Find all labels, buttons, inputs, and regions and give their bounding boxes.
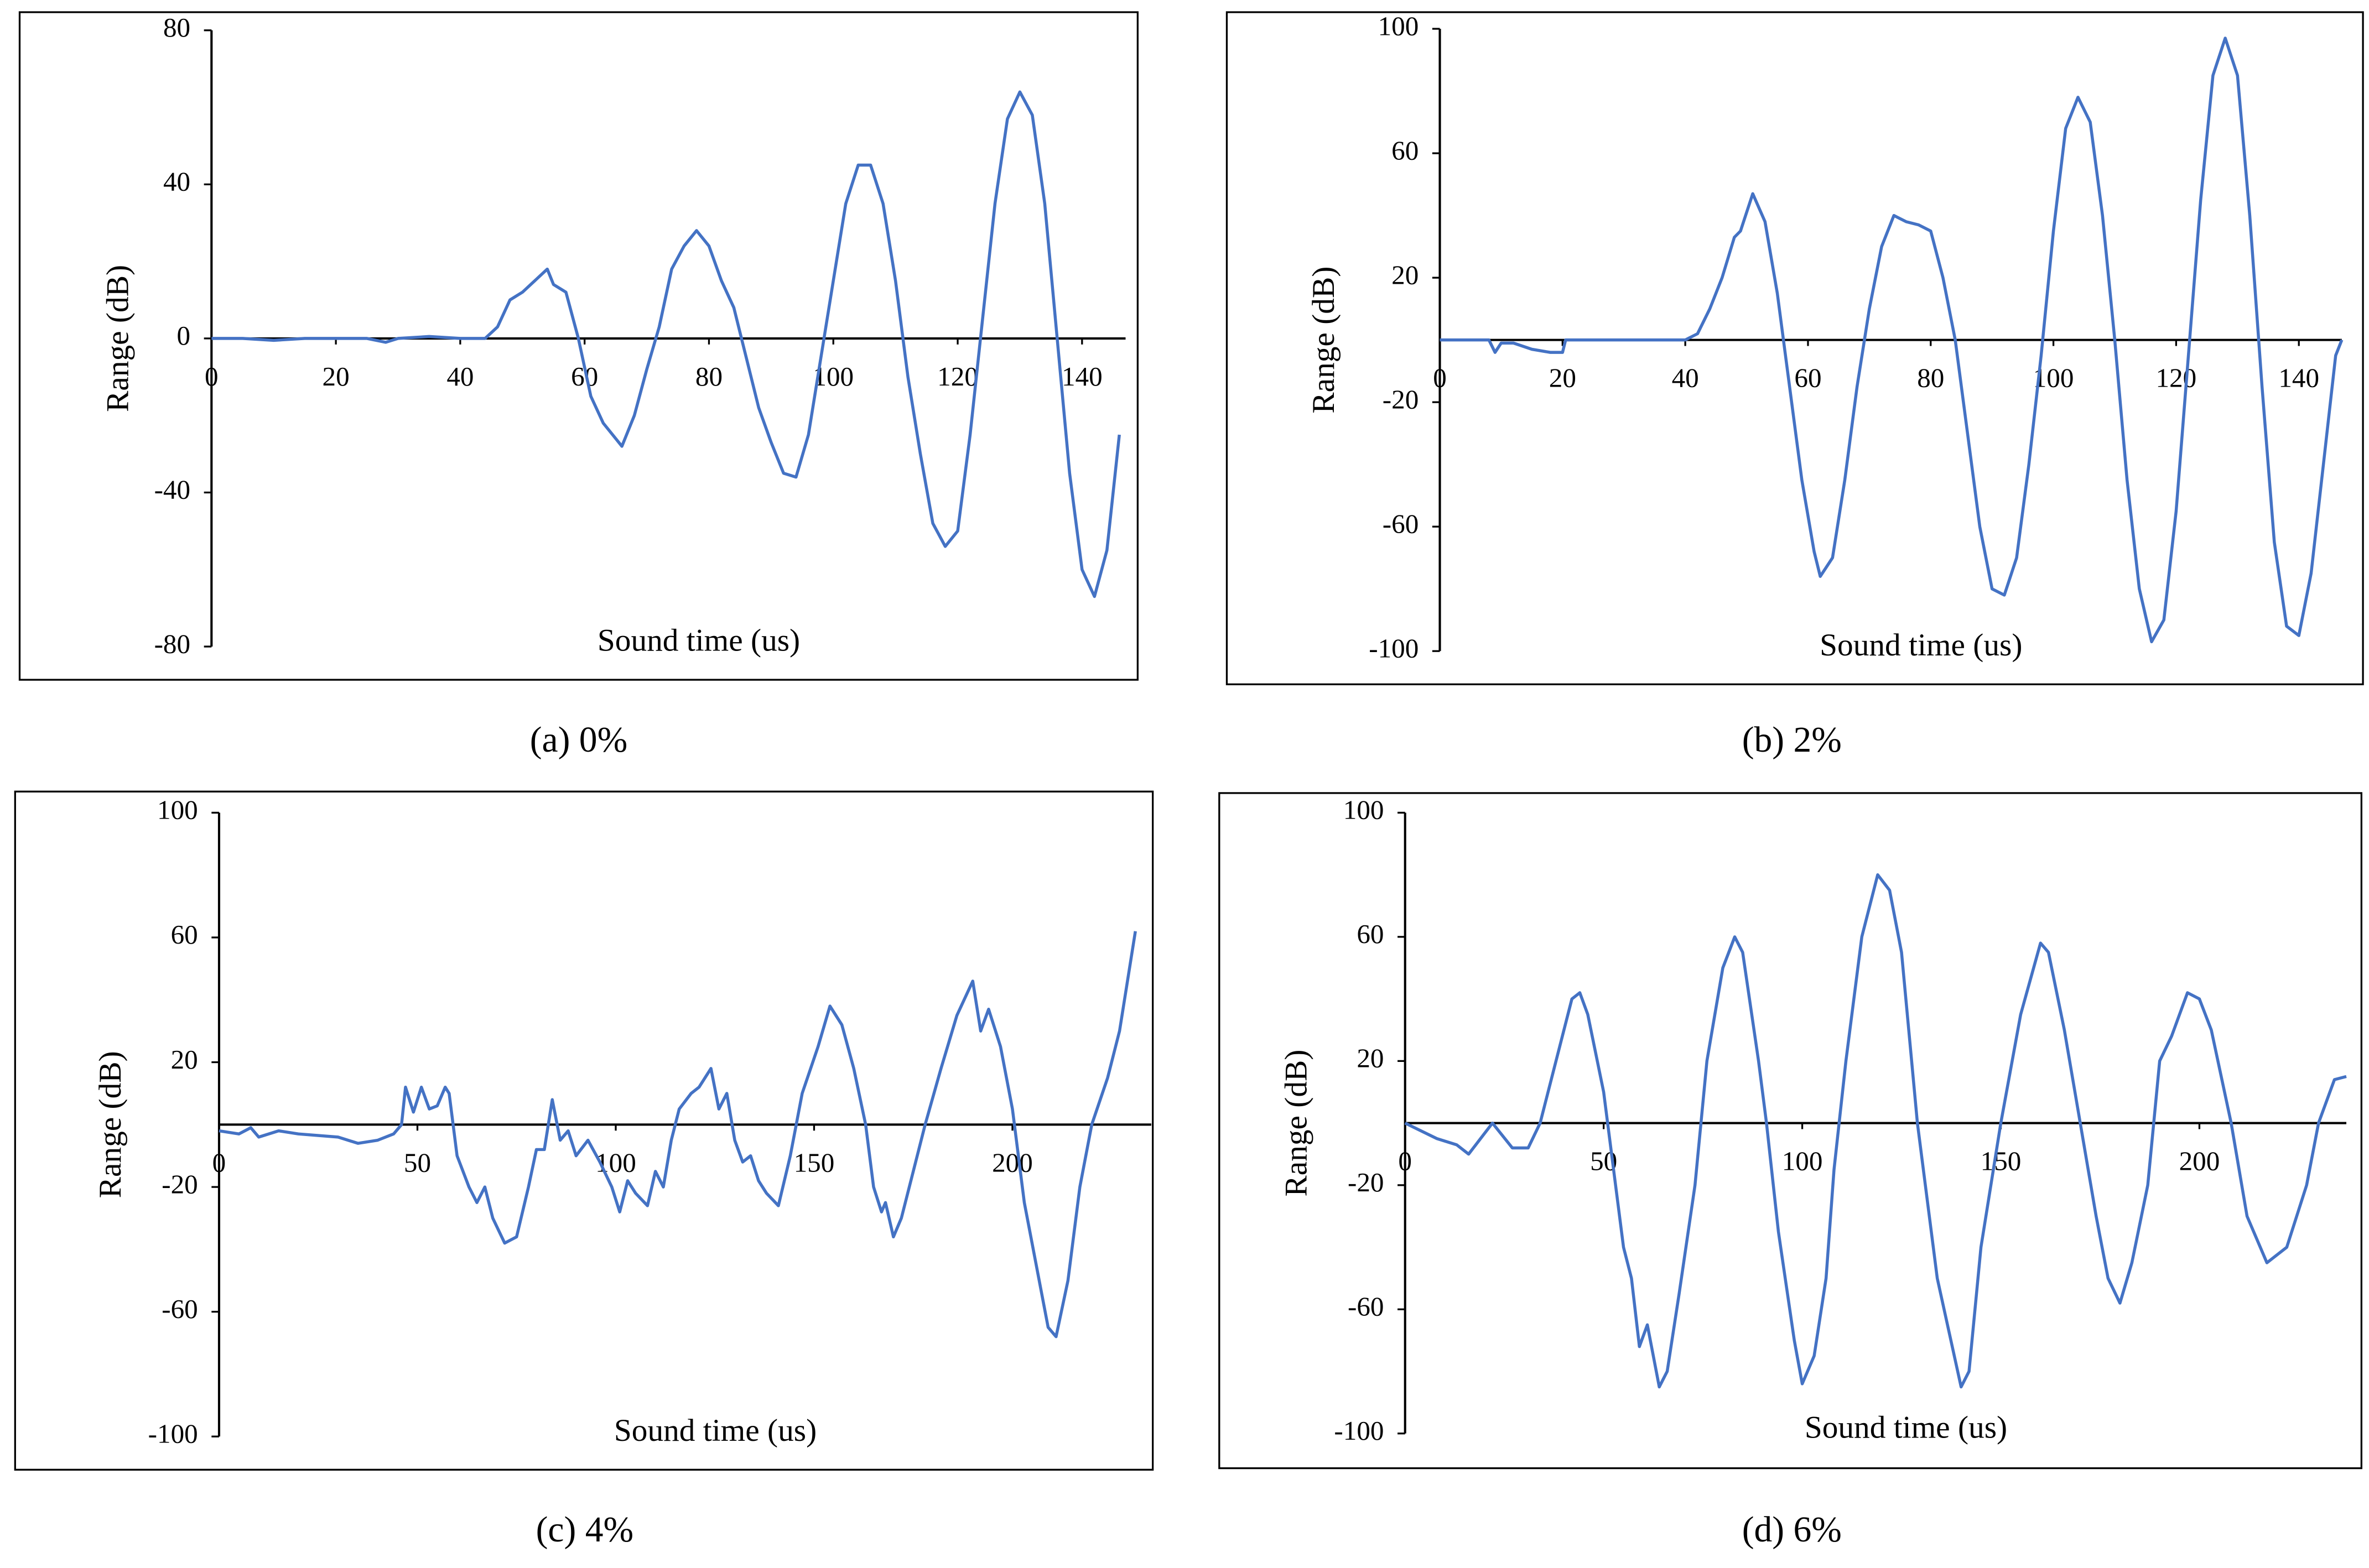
y-tick-label: -100 bbox=[1369, 633, 1419, 663]
panel-frame bbox=[1218, 792, 2362, 1470]
y-axis-label: Range (dB) bbox=[1279, 1050, 1314, 1197]
x-tick-label: 100 bbox=[595, 1147, 636, 1178]
x-tick-label: 200 bbox=[2179, 1146, 2220, 1176]
x-tick-label: 0 bbox=[1433, 363, 1447, 393]
caption: (a) 0% bbox=[530, 720, 627, 760]
x-tick-label: 140 bbox=[1062, 361, 1103, 392]
x-tick-label: 20 bbox=[323, 361, 350, 392]
caption: (b) 2% bbox=[1742, 720, 1842, 760]
y-tick-label: 60 bbox=[1357, 919, 1384, 949]
panel-frame bbox=[14, 790, 1154, 1471]
y-axis-label: Range (dB) bbox=[1306, 267, 1341, 414]
y-tick-label: -20 bbox=[162, 1169, 198, 1199]
y-tick-label: 0 bbox=[177, 320, 191, 351]
x-tick-label: 200 bbox=[992, 1147, 1033, 1178]
y-tick-label: -60 bbox=[1348, 1291, 1384, 1322]
caption: (d) 6% bbox=[1742, 1510, 1842, 1550]
y-tick-label: 20 bbox=[1357, 1043, 1384, 1074]
data-line bbox=[1440, 37, 2344, 644]
x-tick-label: 40 bbox=[1672, 363, 1699, 393]
y-tick-label: -60 bbox=[1383, 508, 1419, 539]
y-tick-label: 60 bbox=[1391, 135, 1419, 165]
y-tick-label: 80 bbox=[163, 12, 190, 43]
y-axis-label: Range (dB) bbox=[93, 1051, 128, 1198]
caption: (c) 4% bbox=[536, 1510, 633, 1550]
y-tick-label: 100 bbox=[157, 795, 198, 825]
x-tick-label: 50 bbox=[404, 1147, 431, 1178]
x-tick-label: 80 bbox=[695, 361, 723, 392]
x-tick-label: 20 bbox=[1549, 363, 1576, 393]
y-tick-label: 20 bbox=[1391, 259, 1419, 290]
x-tick-label: 150 bbox=[794, 1147, 835, 1178]
y-tick-label: -20 bbox=[1383, 384, 1419, 414]
x-tick-label: 80 bbox=[1917, 363, 1944, 393]
data-line bbox=[1404, 873, 2347, 1389]
x-tick-label: 0 bbox=[205, 361, 219, 392]
x-axis-label: Sound time (us) bbox=[1805, 1410, 2007, 1445]
panel-frame bbox=[18, 11, 1139, 681]
x-tick-label: 140 bbox=[2278, 363, 2319, 393]
x-axis-label: Sound time (us) bbox=[1820, 628, 2022, 663]
y-tick-label: 40 bbox=[163, 166, 190, 197]
panel-frame bbox=[1225, 11, 2364, 685]
x-tick-label: 60 bbox=[1794, 363, 1821, 393]
x-tick-label: 120 bbox=[2156, 363, 2197, 393]
y-tick-label: 60 bbox=[171, 919, 198, 950]
y-tick-label: -80 bbox=[154, 628, 191, 659]
data-line bbox=[211, 90, 1121, 598]
x-axis-label: Sound time (us) bbox=[598, 623, 800, 658]
x-tick-label: 0 bbox=[212, 1147, 226, 1178]
y-tick-label: -60 bbox=[162, 1294, 198, 1324]
x-tick-label: 0 bbox=[1398, 1146, 1412, 1176]
x-tick-label: 40 bbox=[446, 361, 474, 392]
y-tick-label: 100 bbox=[1378, 11, 1419, 41]
y-tick-label: 20 bbox=[171, 1044, 198, 1075]
y-axis-label: Range (dB) bbox=[101, 265, 136, 412]
x-tick-label: 150 bbox=[1981, 1146, 2022, 1176]
data-line bbox=[219, 931, 1137, 1338]
x-tick-label: 120 bbox=[937, 361, 978, 392]
y-tick-label: -20 bbox=[1348, 1167, 1384, 1197]
y-tick-label: -100 bbox=[1334, 1415, 1384, 1446]
y-tick-label: -40 bbox=[154, 475, 191, 505]
y-tick-label: 100 bbox=[1343, 795, 1384, 825]
x-tick-label: 100 bbox=[1782, 1146, 1823, 1176]
x-axis-label: Sound time (us) bbox=[614, 1413, 817, 1448]
y-tick-label: -100 bbox=[148, 1419, 198, 1449]
